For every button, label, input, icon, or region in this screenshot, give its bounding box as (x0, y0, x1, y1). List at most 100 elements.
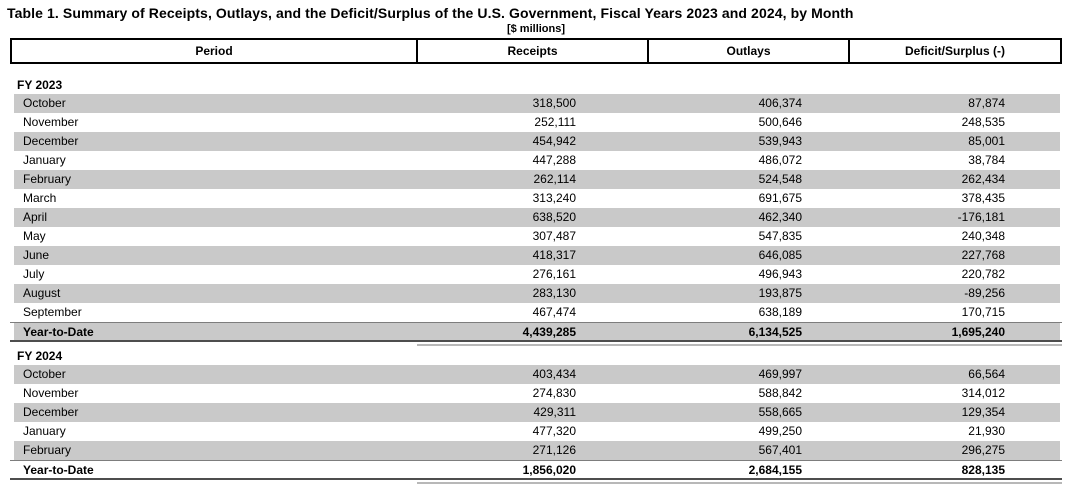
deficit-surplus-cell: 85,001 (968, 134, 1005, 148)
receipts-cell: 403,434 (532, 367, 576, 381)
period-cell: October (23, 367, 66, 381)
table-row: October 318,500 406,374 87,874 (10, 94, 1062, 113)
outlays-cell: 406,374 (758, 96, 802, 110)
outlays-cell: 567,401 (758, 443, 802, 457)
table-row: March 313,240 691,675 378,435 (10, 189, 1062, 208)
receipts-cell: 467,474 (532, 305, 576, 319)
table-row: January 477,320 499,250 21,930 (10, 422, 1062, 441)
deficit-surplus-cell: 220,782 (961, 267, 1005, 281)
outlays-cell: 547,835 (758, 229, 802, 243)
table-row: February 262,114 524,548 262,434 (10, 170, 1062, 189)
table-row: February 271,126 567,401 296,275 (10, 441, 1062, 460)
receipts-cell: 477,320 (532, 424, 576, 438)
receipts-cell: 283,130 (532, 286, 576, 300)
deficit-surplus-cell: 828,135 (961, 463, 1005, 477)
period-cell: December (23, 134, 79, 148)
deficit-surplus-cell: 248,535 (961, 115, 1005, 129)
period-cell: November (23, 386, 79, 400)
table-row: December 429,311 558,665 129,354 (10, 403, 1062, 422)
receipts-cell: 271,126 (532, 443, 576, 457)
outlays-cell: 6,134,525 (748, 325, 802, 339)
period-cell: June (23, 248, 50, 262)
period-cell: March (23, 191, 57, 205)
receipts-cell: 638,520 (532, 210, 576, 224)
deficit-surplus-cell: 314,012 (961, 386, 1005, 400)
period-cell: December (23, 405, 79, 419)
outlays-cell: 499,250 (758, 424, 802, 438)
period-cell: July (23, 267, 45, 281)
table-row: July 276,161 496,943 220,782 (10, 265, 1062, 284)
outlays-cell: 588,842 (758, 386, 802, 400)
deficit-surplus-cell: 170,715 (961, 305, 1005, 319)
outlays-cell: 193,875 (758, 286, 802, 300)
table-row: December 454,942 539,943 85,001 (10, 132, 1062, 151)
receipts-cell: 313,240 (532, 191, 576, 205)
receipts-cell: 252,111 (534, 115, 576, 129)
receipts-cell: 4,439,285 (522, 325, 576, 339)
deficit-surplus-cell: 378,435 (961, 191, 1005, 205)
deficit-surplus-cell: 38,784 (968, 153, 1005, 167)
outlays-cell: 2,684,155 (748, 463, 802, 477)
outlays-cell: 496,943 (758, 267, 802, 281)
deficit-surplus-cell: 66,564 (968, 367, 1005, 381)
table-subtitle: [$ millions] (506, 23, 566, 35)
column-header-period: Period (12, 40, 418, 62)
totals-double-rule (417, 482, 1062, 484)
deficit-surplus-cell: -176,181 (957, 210, 1005, 224)
receipts-cell: 262,114 (533, 172, 577, 186)
outlays-cell: 462,340 (758, 210, 802, 224)
receipts-cell: 429,311 (533, 405, 577, 419)
total-label-cell: Year-to-Date (23, 325, 94, 339)
deficit-surplus-cell: 240,348 (961, 229, 1005, 243)
table-title: Table 1. Summary of Receipts, Outlays, a… (7, 5, 854, 21)
period-cell: August (23, 286, 61, 300)
table-row: November 252,111 500,646 248,535 (10, 113, 1062, 132)
table-row: September 467,474 638,189 170,715 (10, 303, 1062, 322)
receipts-cell: 276,161 (532, 267, 576, 281)
receipts-cell: 318,500 (532, 96, 576, 110)
deficit-surplus-cell: 129,354 (961, 405, 1005, 419)
receipts-cell: 447,288 (532, 153, 576, 167)
totals-double-rule (417, 344, 1062, 346)
fiscal-year-label: FY 2023 (17, 78, 63, 92)
outlays-cell: 486,072 (758, 153, 802, 167)
period-cell: April (23, 210, 48, 224)
report-page: Table 1. Summary of Receipts, Outlays, a… (0, 5, 1072, 484)
table-row: January 447,288 486,072 38,784 (10, 151, 1062, 170)
deficit-surplus-cell: 227,768 (961, 248, 1005, 262)
table-header-row: Period Receipts Outlays Deficit/Surplus … (10, 38, 1062, 64)
deficit-surplus-cell: 296,275 (961, 443, 1005, 457)
period-cell: February (23, 443, 72, 457)
receipts-cell: 307,487 (532, 229, 576, 243)
table-row: November 274,830 588,842 314,012 (10, 384, 1062, 403)
fiscal-year-label: FY 2024 (17, 349, 63, 363)
column-header-deficit-surplus: Deficit/Surplus (-) (904, 44, 1005, 58)
outlays-cell: 691,675 (758, 191, 802, 205)
table-row: August 283,130 193,875 -89,256 (10, 284, 1062, 303)
period-cell: September (23, 305, 82, 319)
table-row: June 418,317 646,085 227,768 (10, 246, 1062, 265)
deficit-surplus-cell: 87,874 (968, 96, 1005, 110)
period-cell: November (23, 115, 79, 129)
total-row: Year-to-Date 1,856,020 2,684,155 828,135 (10, 460, 1062, 480)
outlays-cell: 524,548 (758, 172, 802, 186)
outlays-cell: 539,943 (758, 134, 802, 148)
period-cell: October (23, 96, 66, 110)
period-cell: February (23, 172, 72, 186)
table-row: April 638,520 462,340 -176,181 (10, 208, 1062, 227)
period-cell: May (23, 229, 46, 243)
table-body: FY 2023 October 318,500 406,374 87,874 Novemb… (10, 77, 1062, 484)
total-row: Year-to-Date 4,439,285 6,134,525 1,695,240 (10, 322, 1062, 342)
column-header-outlays: Outlays (649, 40, 850, 62)
table-row: May 307,487 547,835 240,348 (10, 227, 1062, 246)
total-label-cell: Year-to-Date (23, 463, 94, 477)
summary-table: Period Receipts Outlays Deficit/Surplus … (10, 38, 1062, 484)
outlays-cell: 558,665 (758, 405, 802, 419)
receipts-cell: 418,317 (532, 248, 576, 262)
period-cell: January (23, 153, 66, 167)
deficit-surplus-cell: 21,930 (968, 424, 1005, 438)
outlays-cell: 638,189 (758, 305, 802, 319)
receipts-cell: 274,830 (532, 386, 576, 400)
deficit-surplus-cell: 262,434 (961, 172, 1005, 186)
deficit-surplus-cell: -89,256 (964, 286, 1005, 300)
